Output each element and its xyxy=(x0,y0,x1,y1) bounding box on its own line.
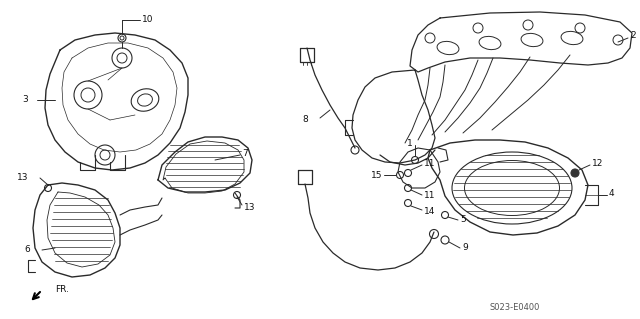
Text: S023-E0400: S023-E0400 xyxy=(490,303,540,313)
Text: 6: 6 xyxy=(24,246,30,255)
Text: 10: 10 xyxy=(142,16,154,25)
Text: 2: 2 xyxy=(630,32,636,41)
Text: FR.: FR. xyxy=(55,285,69,293)
Text: 14: 14 xyxy=(424,206,435,216)
Text: 13: 13 xyxy=(17,173,28,182)
Text: 11: 11 xyxy=(424,191,435,201)
Text: 9: 9 xyxy=(462,243,468,253)
Text: 7: 7 xyxy=(242,149,248,158)
Text: 3: 3 xyxy=(22,95,28,105)
Text: 4: 4 xyxy=(609,189,614,197)
Text: 15: 15 xyxy=(371,170,382,180)
Text: 12: 12 xyxy=(592,159,604,167)
Text: 1: 1 xyxy=(407,138,413,147)
Text: 13: 13 xyxy=(244,203,255,211)
Text: 5: 5 xyxy=(460,216,466,225)
Text: 11: 11 xyxy=(424,159,435,167)
Circle shape xyxy=(571,169,579,177)
Text: 8: 8 xyxy=(302,115,308,124)
